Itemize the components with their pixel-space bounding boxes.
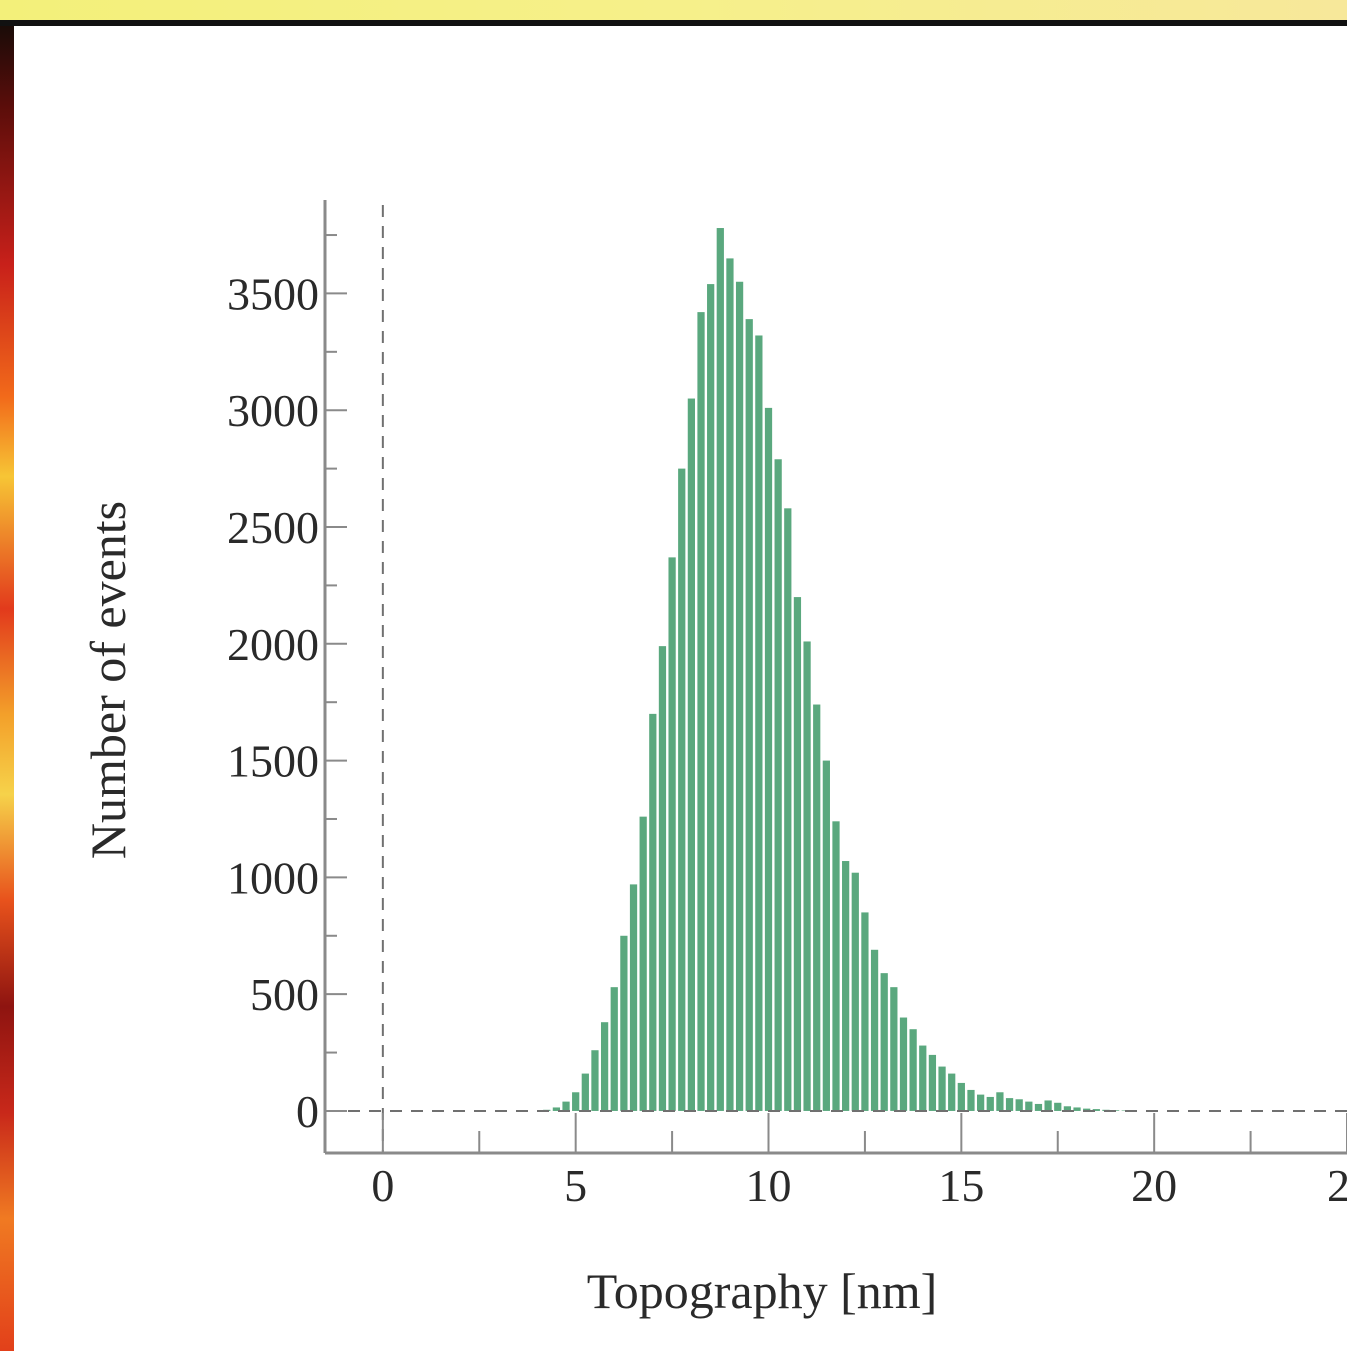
histogram-bar: [658, 646, 667, 1111]
histogram-bar: [755, 335, 763, 1111]
y-tick-label: 2500: [227, 502, 319, 553]
y-tick-label: 2000: [227, 619, 319, 670]
x-tick-label: 25: [1327, 1160, 1347, 1211]
y-axis-ticks: 0 500 1000 1500 2000 2500 3000 3500: [227, 234, 347, 1137]
histogram-bar: [591, 1050, 599, 1111]
histogram-bar: [948, 1073, 956, 1111]
left-colorbar-strip: [0, 26, 14, 1351]
top-black-rule: [0, 20, 1347, 26]
histogram-bar: [1034, 1103, 1043, 1111]
histogram-bar: [861, 912, 869, 1111]
histogram-bar: [1015, 1099, 1023, 1111]
histogram-bar: [562, 1101, 570, 1111]
histogram-bar: [880, 973, 888, 1111]
top-yellow-band: [0, 0, 1347, 20]
y-tick-label: 3000: [227, 385, 319, 436]
histogram-bar: [967, 1089, 975, 1111]
histogram-bar: [822, 760, 830, 1111]
histogram-bar: [639, 816, 647, 1111]
histogram-bar: [678, 468, 686, 1111]
histogram-bar: [1063, 1106, 1072, 1111]
histogram-bar: [957, 1082, 965, 1111]
histogram-bars: [543, 228, 1129, 1111]
histogram-bar: [716, 228, 724, 1111]
histogram-bar: [745, 319, 753, 1111]
histogram-bar: [899, 1017, 908, 1111]
x-tick-label: 5: [564, 1160, 587, 1211]
histogram-bar: [649, 713, 657, 1111]
histogram-bar: [851, 872, 859, 1111]
histogram-bar: [938, 1066, 946, 1111]
histogram-bar: [726, 258, 734, 1111]
histogram-bar: [610, 987, 618, 1111]
histogram-bar: [996, 1092, 1004, 1111]
x-axis-ticks: 0 5 10 15 20 25: [371, 1113, 1347, 1211]
x-tick-label: 10: [746, 1160, 792, 1211]
histogram-bar: [986, 1096, 994, 1111]
histogram-bar: [687, 398, 695, 1111]
x-axis-label: Topography [nm]: [587, 1263, 938, 1319]
histogram-bar: [1044, 1100, 1052, 1111]
histogram-bar: [870, 949, 879, 1111]
histogram-bar: [697, 312, 705, 1111]
histogram-bar: [842, 861, 850, 1111]
histogram-bar: [629, 884, 638, 1111]
histogram-bar: [1083, 1108, 1091, 1111]
histogram-bar: [774, 459, 782, 1111]
histogram-bar: [1005, 1098, 1014, 1111]
histogram-bar: [1092, 1109, 1100, 1111]
histogram-bar: [890, 987, 898, 1111]
histogram-bar: [707, 284, 715, 1111]
x-tick-label: 20: [1131, 1160, 1177, 1211]
histogram-bar: [572, 1092, 580, 1111]
histogram-bar: [793, 597, 802, 1111]
histogram-bar: [764, 407, 773, 1111]
y-tick-label: 0: [296, 1086, 319, 1137]
histogram-bar: [919, 1045, 927, 1111]
histogram-bar: [581, 1073, 589, 1111]
y-tick-label: 500: [250, 969, 319, 1020]
histogram-bar: [977, 1094, 985, 1111]
histogram-bar: [909, 1029, 917, 1111]
histogram-bar: [668, 557, 676, 1111]
y-tick-label: 1500: [227, 736, 319, 787]
histogram-bar: [600, 1022, 609, 1111]
histogram-bar: [803, 641, 811, 1111]
histogram-bar: [735, 281, 744, 1111]
histogram-bar: [1054, 1102, 1062, 1111]
y-tick-label: 1000: [227, 852, 319, 903]
histogram-bar: [832, 821, 840, 1111]
histogram-bar: [813, 704, 821, 1111]
x-tick-label: 0: [371, 1160, 394, 1211]
y-tick-label: 3500: [227, 268, 319, 319]
x-tick-label: 15: [938, 1160, 984, 1211]
histogram-bar: [1025, 1101, 1033, 1111]
histogram-bar: [620, 935, 628, 1111]
histogram-bar: [1073, 1107, 1081, 1111]
histogram-bar: [928, 1054, 937, 1111]
histogram-bar: [552, 1107, 561, 1111]
y-axis-label: Number of events: [80, 501, 136, 859]
histogram-bar: [784, 508, 792, 1111]
